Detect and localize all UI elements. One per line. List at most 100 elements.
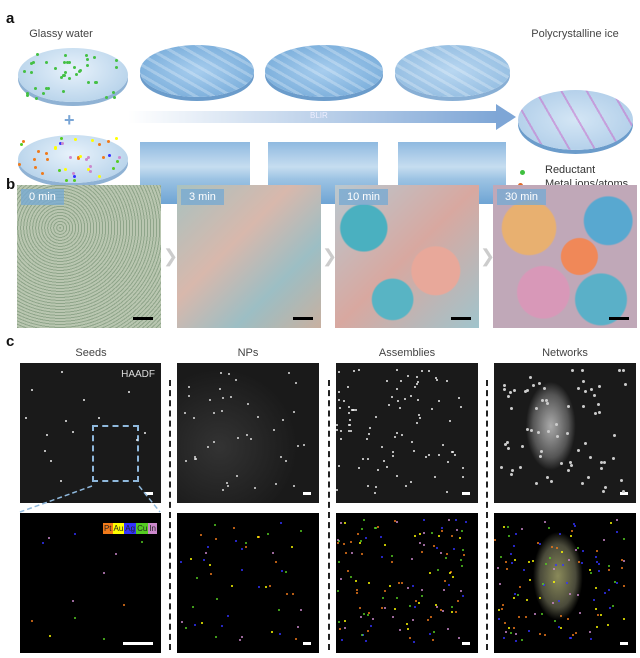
particle <box>226 615 229 618</box>
particle <box>257 536 260 539</box>
particle <box>194 457 197 460</box>
particle <box>593 394 597 398</box>
particle <box>65 61 69 65</box>
particle <box>621 369 625 373</box>
particle <box>365 438 368 441</box>
particle <box>433 475 436 478</box>
particle <box>60 142 64 145</box>
particle <box>511 561 514 564</box>
particle <box>421 369 424 372</box>
particle <box>337 371 340 374</box>
particle <box>538 381 542 385</box>
haadf-nps <box>177 363 319 503</box>
scale-bar <box>133 317 153 320</box>
particle <box>503 388 507 392</box>
particle <box>218 388 221 391</box>
particle <box>422 531 425 534</box>
particle <box>48 536 51 539</box>
particle <box>459 559 462 562</box>
particle <box>366 630 369 633</box>
particle <box>587 476 591 480</box>
particle <box>88 164 92 168</box>
particle <box>621 489 625 493</box>
particle <box>436 378 439 381</box>
particle <box>437 453 440 456</box>
particle <box>583 390 587 394</box>
particle <box>407 586 410 589</box>
particle <box>457 599 460 602</box>
particle <box>532 383 536 387</box>
particle <box>588 569 591 572</box>
particle <box>269 584 272 587</box>
particle <box>188 394 191 397</box>
particle <box>79 69 83 73</box>
particle <box>413 535 416 538</box>
particle <box>413 386 416 389</box>
particle <box>447 518 450 521</box>
scale-bar <box>303 492 311 495</box>
particle <box>623 382 627 386</box>
particle <box>513 593 516 596</box>
particle <box>441 529 444 532</box>
particle <box>550 479 554 483</box>
particle <box>413 605 416 608</box>
particle <box>271 552 274 555</box>
particle <box>438 400 441 403</box>
particle <box>339 429 342 432</box>
scale-bar <box>620 642 628 645</box>
particle <box>213 524 216 527</box>
particle <box>576 386 580 390</box>
particle <box>337 539 340 542</box>
particle <box>207 445 210 448</box>
particle <box>546 430 550 434</box>
particle <box>204 552 207 555</box>
particle <box>209 398 212 401</box>
blir-label: BLIR <box>310 111 328 120</box>
particle <box>361 553 364 556</box>
particle <box>63 168 67 172</box>
particle <box>446 552 449 555</box>
particle <box>362 613 365 616</box>
particle <box>543 583 546 586</box>
particle <box>111 91 115 95</box>
particle <box>380 555 383 558</box>
particle <box>241 636 244 639</box>
particle <box>123 603 126 606</box>
particle <box>409 604 412 607</box>
particle <box>437 535 440 538</box>
particle <box>456 528 459 531</box>
particle <box>386 466 389 469</box>
particle <box>544 633 547 636</box>
zoom-region-box <box>92 425 139 482</box>
particle <box>192 606 195 609</box>
particle <box>24 416 27 419</box>
particle <box>390 555 393 558</box>
particle <box>343 543 346 546</box>
particle <box>452 451 455 454</box>
scale-bar <box>145 492 153 495</box>
particle <box>545 476 549 480</box>
particle <box>412 450 415 453</box>
particle <box>284 460 287 463</box>
particle <box>362 634 365 637</box>
particle <box>235 475 238 478</box>
particle <box>498 583 501 586</box>
particle <box>536 431 540 435</box>
particle <box>241 548 244 551</box>
particle <box>272 429 275 432</box>
particle <box>365 639 368 642</box>
scale-bar <box>303 642 311 645</box>
particle <box>200 533 203 536</box>
particle <box>552 580 555 583</box>
divider <box>486 380 488 650</box>
particle <box>411 584 414 587</box>
particle <box>504 630 507 633</box>
particle <box>422 518 425 521</box>
glassy-water-title: Glassy water <box>29 28 93 40</box>
particle <box>376 526 379 529</box>
particle <box>447 583 450 586</box>
particle <box>392 451 395 454</box>
particle <box>280 521 283 524</box>
particle <box>547 527 550 530</box>
particle <box>91 139 95 143</box>
